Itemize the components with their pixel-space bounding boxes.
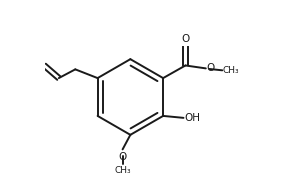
Text: OH: OH (184, 113, 200, 123)
Text: O: O (181, 34, 189, 44)
Text: CH₃: CH₃ (223, 66, 239, 75)
Text: O: O (206, 63, 214, 73)
Text: CH₃: CH₃ (114, 166, 131, 175)
Text: O: O (118, 152, 127, 162)
